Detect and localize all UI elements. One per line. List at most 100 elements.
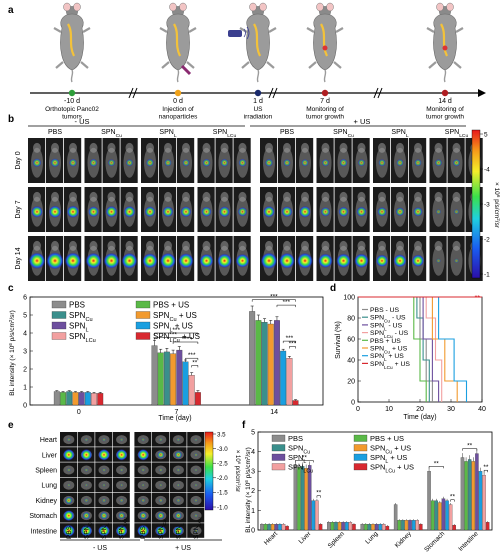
chart-f-bar — [285, 525, 289, 531]
chart-c-legend-swatch — [135, 311, 151, 319]
ivis-image — [28, 138, 46, 183]
exvivo-image — [169, 462, 187, 477]
chart-d-legend-label: SPNCu - US — [370, 315, 406, 325]
ivis-image — [278, 236, 296, 281]
timeline-label: Monitoring of — [306, 106, 344, 113]
chart-c-ytick: 3 — [23, 348, 27, 355]
chart-c-significance-label: *** — [282, 299, 290, 306]
exvivo-colorbar — [204, 431, 214, 511]
chart-f-ytick: 4 — [251, 449, 255, 456]
panel-label-d: d — [330, 283, 336, 294]
ivis-image — [278, 138, 296, 183]
panel-label-c: c — [8, 283, 14, 294]
timeline-label: tumor growth — [306, 114, 344, 121]
ivis-image — [197, 187, 215, 232]
survival-chart: Survival (%) Time (day) 0 20 40 60 80 100 0 10 2… — [335, 294, 486, 421]
exvivo-image — [112, 462, 130, 477]
chart-f-bar — [427, 471, 431, 531]
chart-c-significance-bracket — [185, 357, 199, 361]
timeline-label: tumors — [62, 114, 83, 121]
chart-f-significance-label: ** — [434, 460, 440, 467]
ivis-image — [102, 236, 120, 281]
mouse-illustration — [228, 2, 277, 83]
chart-c-legend-label: SPNL + US — [153, 322, 193, 334]
chart-c-bar — [176, 349, 183, 406]
exvivo-column-label: SPNCu — [158, 519, 167, 539]
ivis-image — [391, 187, 409, 232]
timeline-break-2 — [268, 87, 278, 99]
exvivo-image — [134, 447, 152, 462]
chart-f-bar — [430, 500, 435, 531]
chart-f-significance-label: ** — [467, 443, 473, 450]
chart-f-legend-swatch — [353, 453, 368, 461]
ivis-image — [215, 187, 233, 232]
imaging-group-header: SPNL — [159, 129, 176, 139]
tumor-marker — [442, 45, 448, 51]
exvivo-colorbar-tick: -3.0 — [217, 446, 228, 453]
ivis-image — [447, 236, 465, 281]
chart-f-bar — [393, 504, 398, 531]
chart-f-bar — [382, 523, 386, 531]
timeline-dot — [321, 89, 329, 97]
ivis-image — [46, 138, 64, 183]
exvivo-image — [134, 462, 152, 477]
exvivo-organ-label: Spleen — [35, 468, 57, 475]
condition-label-minus-us: - US — [75, 117, 90, 126]
chart-c-bar — [84, 392, 91, 406]
exvivo-colorbar-tick: -2.0 — [217, 475, 228, 482]
exvivo-image — [77, 477, 95, 493]
ivis-image — [260, 138, 278, 183]
chart-f-bar — [371, 523, 375, 531]
ivis-image — [177, 187, 195, 232]
ivis-image — [28, 236, 46, 281]
exvivo-organ-label: Kidney — [36, 498, 58, 505]
chart-f-xtick: Lung — [364, 530, 379, 545]
ivis-image — [352, 236, 370, 281]
ivis-image — [141, 236, 159, 281]
imaging-grid — [28, 138, 483, 281]
chart-f-bar — [270, 523, 275, 531]
chart-c-bar — [170, 353, 177, 406]
chart-f-bar — [274, 523, 279, 531]
exvivo-image — [169, 447, 187, 462]
chart-c-bar — [274, 320, 280, 406]
chart-f-significance-label: ** — [316, 490, 322, 497]
chart-c-ytick: 1 — [23, 384, 27, 391]
exvivo-image — [95, 477, 113, 493]
exvivo-image — [60, 492, 77, 508]
chart-f-legend-label: SPNL + US — [370, 453, 407, 465]
chart-f-bar — [397, 520, 401, 531]
ivis-image — [84, 236, 102, 281]
chart-c-bar — [78, 392, 85, 406]
exvivo-image — [152, 523, 169, 538]
exvivo-image — [77, 508, 95, 523]
imaging-colorbar-unit: × 106 p/s/cm2/sr — [493, 182, 500, 229]
ivis-image — [409, 138, 427, 183]
chart-f-bar — [267, 523, 271, 531]
ivis-image — [197, 138, 215, 183]
ivis-image — [316, 236, 334, 281]
exvivo-image — [95, 432, 113, 447]
imaging-row-labels: Day 0 Day 7 Day 14 — [15, 151, 22, 269]
exvivo-column-label: SPNLCu — [193, 517, 202, 539]
imaging-group-header: PBS — [280, 129, 294, 136]
exvivo-condition-plus-us: + US — [175, 545, 191, 552]
chart-f-bar — [360, 523, 364, 531]
chart-d-xtick: 40 — [478, 406, 486, 413]
chart-c-bar — [249, 311, 256, 406]
chart-f-bar — [467, 459, 472, 531]
ivis-image — [141, 138, 159, 183]
ivis-image — [84, 187, 102, 232]
chart-f-legend-label: PBS — [288, 434, 303, 443]
chart-d-legend-label: PBS - US — [370, 307, 400, 314]
chart-c-legend-label: SPNLCu — [69, 332, 96, 344]
exvivo-image — [187, 462, 205, 477]
exvivo-image — [152, 447, 169, 462]
chart-f-bar — [401, 520, 405, 531]
exvivo-image — [152, 477, 169, 493]
chart-f-bar — [408, 520, 412, 531]
mouse-illustration — [426, 2, 464, 83]
timeline-label: Monitoring of — [426, 106, 464, 113]
chart-c-bar — [60, 392, 66, 406]
chart-c-legend-swatch — [51, 332, 67, 340]
